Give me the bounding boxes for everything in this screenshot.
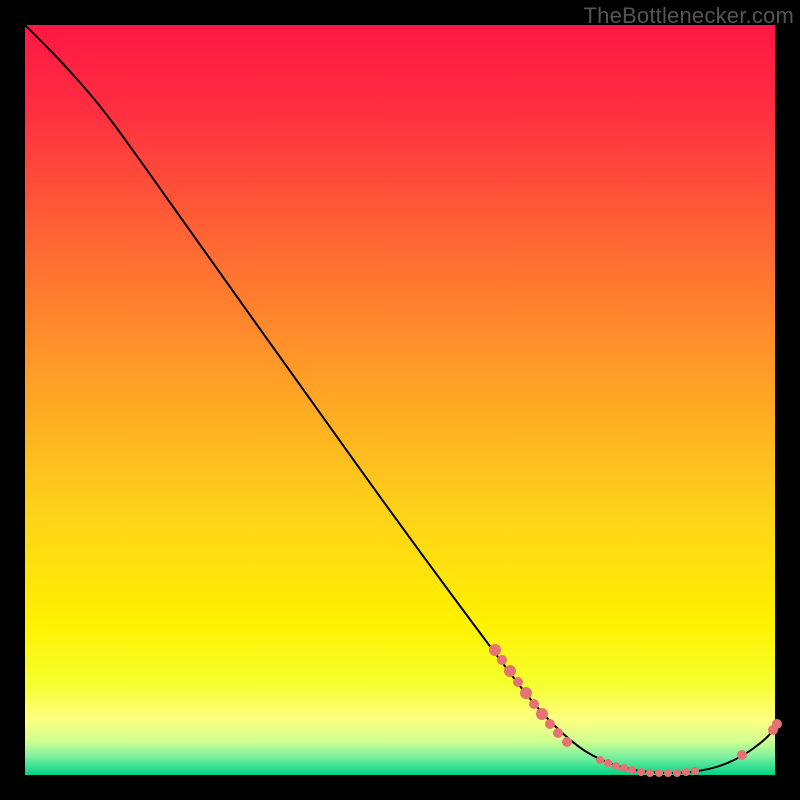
marker-point — [737, 750, 747, 760]
marker-point — [562, 737, 572, 747]
plot-area — [25, 25, 775, 775]
marker-point — [529, 699, 539, 709]
marker-point — [691, 767, 699, 775]
curve-markers — [489, 644, 782, 777]
marker-point — [646, 769, 654, 777]
marker-point — [664, 769, 672, 777]
marker-point — [620, 764, 628, 772]
watermark-text: TheBottlenecker.com — [584, 3, 794, 29]
marker-point — [682, 768, 690, 776]
marker-point — [604, 759, 612, 767]
marker-point — [655, 769, 663, 777]
marker-point — [673, 769, 681, 777]
plot-overlay — [0, 0, 800, 800]
marker-point — [637, 768, 645, 776]
marker-point — [536, 708, 548, 720]
marker-point — [628, 766, 636, 774]
marker-point — [497, 655, 507, 665]
marker-point — [772, 719, 782, 729]
marker-point — [545, 719, 555, 729]
marker-point — [596, 756, 604, 764]
bottleneck-curve — [25, 25, 775, 773]
marker-point — [520, 687, 532, 699]
marker-point — [504, 665, 516, 677]
marker-point — [513, 677, 523, 687]
marker-point — [553, 728, 563, 738]
marker-point — [612, 762, 620, 770]
marker-point — [489, 644, 501, 656]
